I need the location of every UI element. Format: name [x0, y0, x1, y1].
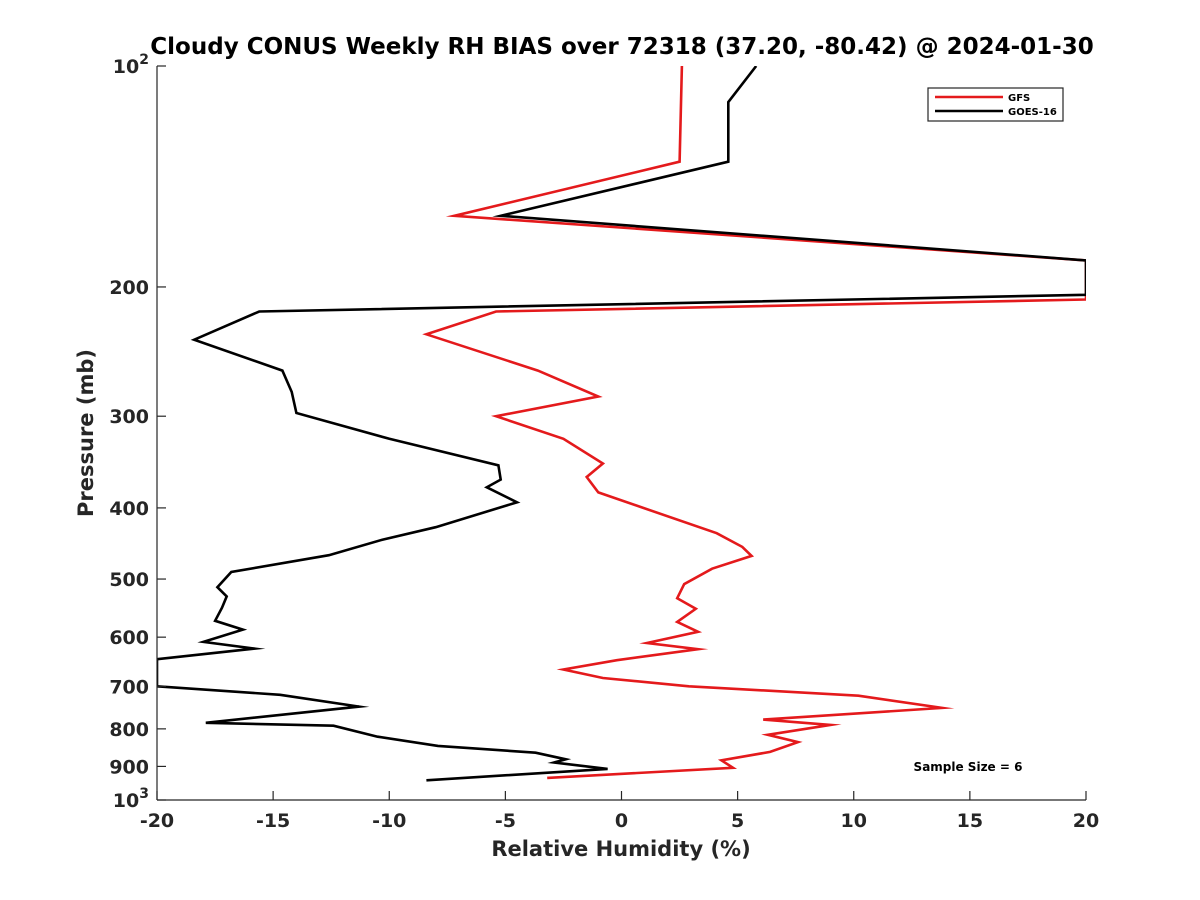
series-layer [157, 66, 1086, 782]
x-tick-label: -5 [495, 810, 516, 832]
y-tick-label: 200 [109, 277, 149, 299]
plot-area: -20 -15 -10 -5 0 5 10 15 20 102 200 300 400 500 600 700… [109, 52, 1099, 832]
x-tick-label: 10 [841, 810, 867, 832]
x-tick-label: 20 [1073, 810, 1099, 832]
y-tick-label: 500 [109, 569, 149, 591]
x-tick-label: -10 [372, 810, 406, 832]
chart-title: Cloudy CONUS Weekly RH BIAS over 72318 (… [150, 34, 1093, 60]
x-tick-label: 5 [731, 810, 744, 832]
x-axis-label: Relative Humidity (%) [491, 837, 750, 861]
series-line-gfs [422, 66, 1086, 780]
y-tick-label: 700 [109, 676, 149, 698]
legend-entries: GFS GOES-16 [935, 93, 1057, 118]
y-tick-label: 103 [113, 786, 149, 812]
legend-label-goes-16: GOES-16 [1008, 107, 1057, 118]
series-line-goes-16 [157, 66, 1086, 782]
x-tick-label: -20 [140, 810, 174, 832]
y-tick-label: 300 [109, 406, 149, 428]
x-tick-label: -15 [256, 810, 290, 832]
legend-label-gfs: GFS [1008, 93, 1030, 104]
legend: GFS GOES-16 [927, 87, 1064, 122]
sample-size-annotation: Sample Size = 6 [914, 760, 1023, 774]
y-axis-label: Pressure (mb) [74, 349, 98, 517]
y-tick-label: 600 [109, 627, 149, 649]
y-tick-label: 102 [113, 52, 149, 78]
y-tick-label: 900 [109, 756, 149, 778]
y-tick-label: 400 [109, 498, 149, 520]
x-tick-label: 0 [615, 810, 628, 832]
legend-box [927, 87, 1064, 122]
x-tick-label: 15 [957, 810, 983, 832]
ticks-layer: -20 -15 -10 -5 0 5 10 15 20 102 200 300 400 500 600 700… [109, 52, 1099, 832]
y-tick-label: 800 [109, 719, 149, 741]
